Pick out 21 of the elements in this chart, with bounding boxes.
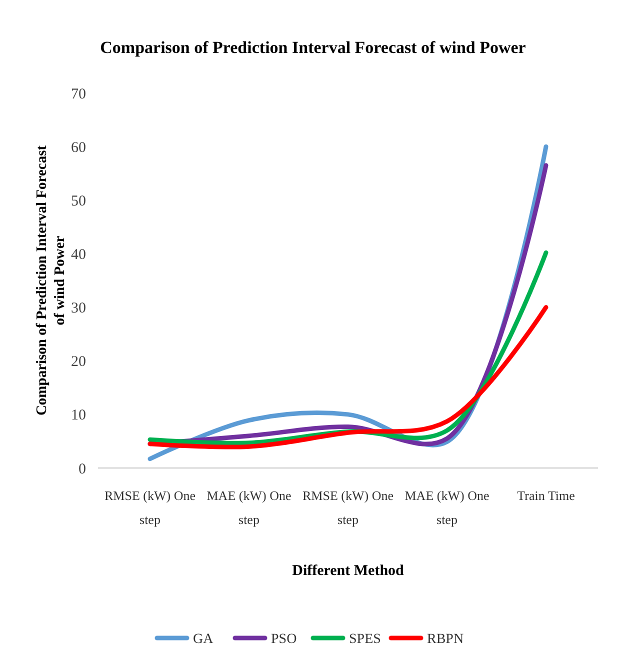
x-tick-label: MAE (kW) One step xyxy=(404,488,490,527)
y-tick-label: 60 xyxy=(71,140,86,156)
legend-label: PSO xyxy=(271,632,297,647)
legend-label: SPES xyxy=(349,632,381,647)
y-tick-label: 20 xyxy=(71,354,86,370)
legend-label: GA xyxy=(193,632,214,647)
x-axis-title: Different Method xyxy=(292,563,405,579)
y-tick-label: 40 xyxy=(71,246,86,263)
x-tick-label: RMSE (kW) One step xyxy=(104,488,196,527)
y-tick-label: 70 xyxy=(71,86,86,102)
y-tick-label: 30 xyxy=(71,300,86,317)
x-tick-label: RMSE (kW) One step xyxy=(302,488,394,527)
y-axis-title: Comparison of Prediction Interval Forecast of wind Power xyxy=(34,145,68,416)
y-tick-label: 50 xyxy=(71,193,86,210)
y-tick-label: 10 xyxy=(71,408,86,424)
line-series xyxy=(148,305,548,450)
x-tick-label: MAE (kW) One step xyxy=(206,488,292,527)
y-tick-label: 0 xyxy=(78,461,86,478)
x-tick-label: Train Time xyxy=(517,488,576,503)
chart-title: Comparison of Prediction Interval Forecast of wind Power xyxy=(100,38,526,57)
legend-label: RBPN xyxy=(427,632,464,647)
